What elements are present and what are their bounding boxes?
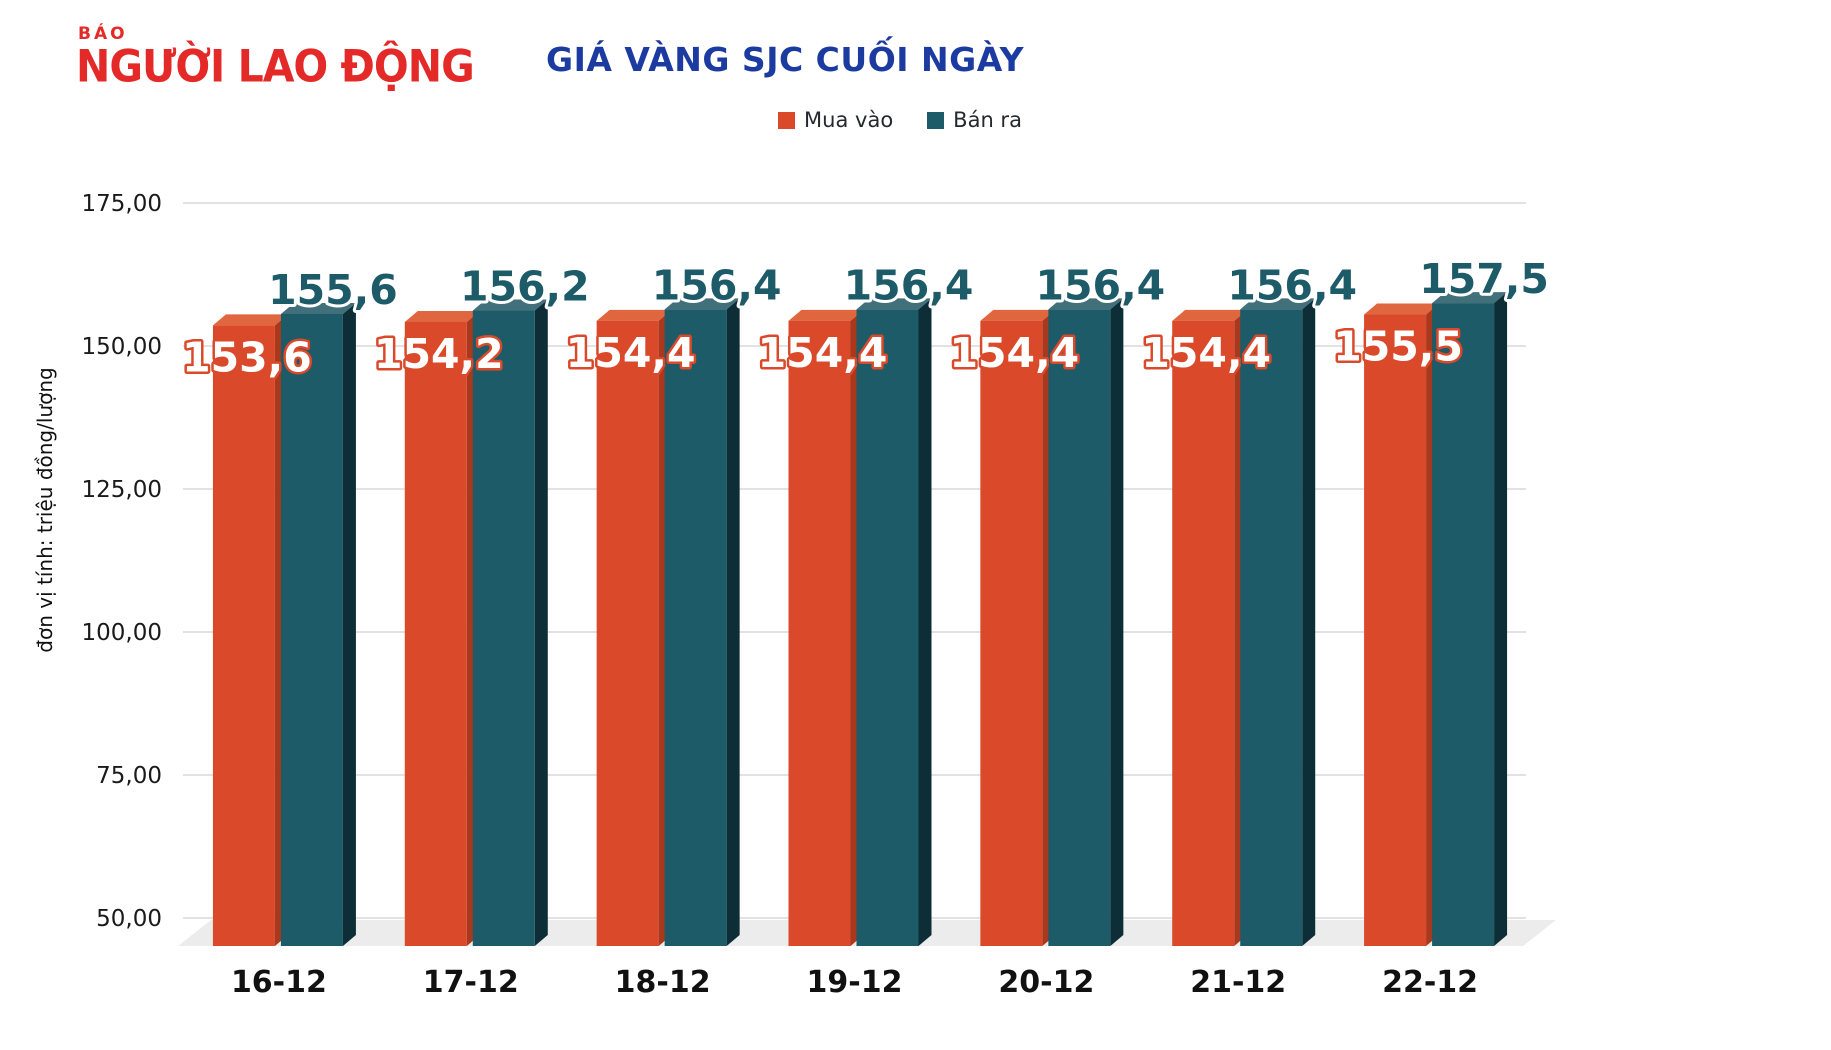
ban-bar-front-face [472, 310, 535, 946]
ban-bar-front-face [1048, 309, 1111, 947]
legend-label-mua-vao: Mua vào [804, 108, 894, 132]
legend-item-ban-ra: Bán ra [927, 108, 1022, 132]
ban-bar-top-face [1240, 298, 1316, 310]
x-category-label: 18-12 [615, 965, 711, 1000]
x-category-label: 19-12 [807, 965, 903, 1000]
x-category-label: 21-12 [1190, 965, 1286, 1000]
y-tick-label: 175,00 [82, 191, 162, 217]
ban-bar-top-face [1432, 292, 1508, 304]
ban-value-label: 156,4 [844, 261, 974, 309]
ban-bar-side-face [1110, 298, 1124, 947]
logo-text-small: BÁO [78, 24, 128, 44]
ban-value-label: 156,4 [1227, 261, 1357, 309]
newspaper-logo: BÁO NGƯỜI LAO ĐỘNG [76, 24, 475, 93]
ban-bar-front-face [1240, 309, 1303, 947]
mua-bar-top-face [980, 309, 1056, 321]
x-category-label: 20-12 [998, 965, 1094, 1000]
mua-value-label: 153,6 [182, 333, 312, 381]
mua-bar-front-face [596, 320, 659, 946]
mua-value-label: 154,4 [566, 329, 696, 377]
ban-bar-front-face [664, 309, 727, 947]
mua-bar-top-face [404, 310, 480, 322]
ban-bar-top-face [664, 298, 740, 310]
ban-bar-side-face [534, 299, 548, 946]
x-category-label: 22-12 [1382, 965, 1478, 1000]
y-tick-label: 100,00 [82, 620, 162, 646]
bar-group: 156,4 154,4 21-12 [1139, 258, 1360, 1000]
mua-bar-top-face [1172, 309, 1248, 321]
ban-bar-top-face [280, 302, 356, 314]
mua-bar-top-face [788, 309, 864, 321]
ban-bar-side-face [918, 298, 932, 947]
legend-swatch-ban-ra-icon [927, 111, 945, 129]
mua-bar-front-face [788, 320, 851, 946]
y-tick-label: 125,00 [82, 477, 162, 503]
bar-group: 156,4 154,4 20-12 [947, 258, 1168, 1000]
x-category-label: 16-12 [231, 965, 327, 1000]
y-tick-label: 150,00 [82, 334, 162, 360]
ban-value-label: 156,4 [652, 261, 782, 309]
ban-bar-top-face [472, 299, 548, 311]
mua-bar-top-face [1364, 303, 1440, 315]
ban-bar-side-face [1494, 292, 1508, 947]
ban-bar-front-face [856, 309, 919, 947]
ban-bar-top-face [1048, 298, 1124, 310]
legend-swatch-mua-vao-icon [778, 111, 796, 129]
ban-bar-side-face [342, 302, 356, 946]
bar-group: 156,4 154,4 19-12 [755, 258, 976, 1000]
bar-group: 155,6 153,6 16-12 [180, 263, 401, 1000]
ban-bar-side-face [726, 298, 740, 947]
bar-group: 157,5 155,5 22-12 [1331, 252, 1552, 1000]
ban-value-label: 157,5 [1419, 255, 1549, 303]
ban-value-label: 156,2 [460, 263, 590, 311]
x-category-label: 17-12 [423, 965, 519, 1000]
ban-value-label: 156,4 [1036, 261, 1166, 309]
chart-legend: Mua vào Bán ra [0, 108, 1800, 132]
mua-bar-front-face [1364, 314, 1427, 946]
mua-bar-top-face [596, 309, 672, 321]
logo-text-main: NGƯỜI LAO ĐỘNG [76, 40, 475, 93]
mua-value-label: 154,4 [758, 329, 888, 377]
bar-group: 156,4 154,4 18-12 [563, 258, 784, 1000]
mua-bar-front-face [1172, 320, 1235, 946]
y-axis-title: đơn vị tính: triệu đồng/lượng [33, 367, 57, 652]
mua-value-label: 155,5 [1333, 323, 1463, 371]
legend-item-mua-vao: Mua vào [778, 108, 893, 132]
mua-bar-front-face [212, 325, 275, 947]
y-tick-label: 50,00 [96, 906, 162, 932]
legend-label-ban-ra: Bán ra [953, 108, 1022, 132]
y-tick-label: 75,00 [96, 763, 162, 789]
ban-bar-front-face [280, 313, 343, 946]
mua-value-label: 154,4 [950, 329, 1080, 377]
chart-title: GIÁ VÀNG SJC CUỐI NGÀY [546, 40, 1024, 79]
mua-bar-top-face [212, 314, 288, 326]
mua-value-label: 154,2 [374, 330, 504, 378]
ban-bar-top-face [856, 298, 932, 310]
ban-value-label: 155,6 [268, 266, 398, 314]
mua-bar-front-face [980, 320, 1043, 946]
ban-bar-side-face [1302, 298, 1316, 947]
mua-value-label: 154,4 [1141, 329, 1271, 377]
bar-group: 156,2 154,2 17-12 [371, 260, 592, 1000]
ban-bar-front-face [1432, 303, 1495, 947]
mua-bar-front-face [404, 321, 467, 946]
